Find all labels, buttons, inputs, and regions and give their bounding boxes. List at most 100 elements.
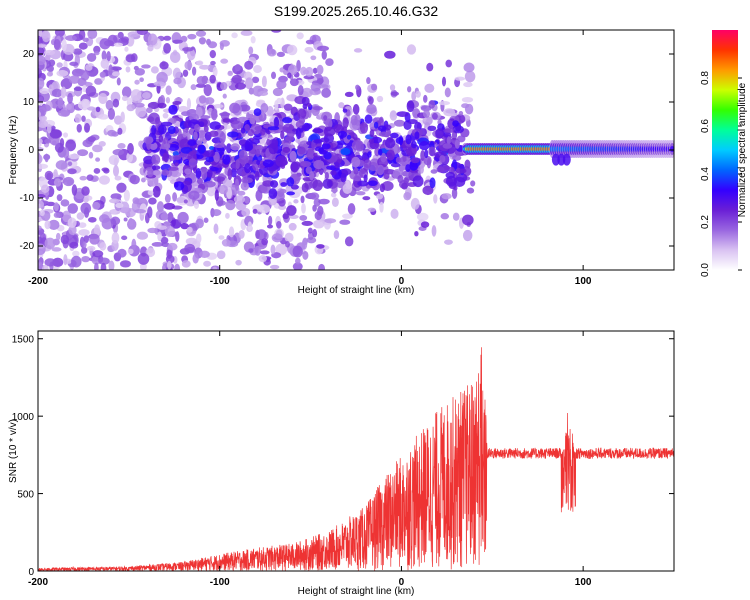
- spectrogram-cell: [342, 117, 349, 129]
- spectrogram-cell: [148, 197, 157, 205]
- spectrogram-cell: [350, 114, 358, 126]
- spectrogram-cell: [137, 252, 150, 265]
- spectrogram-cell: [292, 262, 303, 270]
- spectrogram-cell: [89, 233, 100, 245]
- spectrogram-cell: [174, 181, 185, 191]
- spectrogram-cell: [83, 197, 89, 203]
- spectrogram-cell: [131, 238, 137, 251]
- spectrogram-cell: [308, 192, 320, 200]
- spectrogram-cell: [54, 142, 64, 153]
- spectrogram-cell: [72, 48, 83, 55]
- spectrogram-cell: [76, 123, 82, 133]
- spectrogram-cell: [386, 149, 395, 161]
- spectrogram-cell: [428, 146, 436, 157]
- spectrogram-cell: [100, 262, 107, 270]
- spectrogram-cell: [38, 55, 46, 66]
- spectrogram-heatmap: [38, 30, 674, 270]
- spectrogram-cell: [309, 170, 315, 181]
- spectrogram-cell: [130, 89, 142, 101]
- spectrogram-cell: [38, 225, 42, 231]
- spectrogram-cell: [410, 140, 417, 149]
- spectrogram-cell: [384, 137, 396, 149]
- spectrogram-cell: [420, 105, 432, 112]
- spectrogram-cell: [219, 132, 226, 144]
- spectrogram-cell: [393, 119, 406, 127]
- spectrogram-cell: [108, 64, 113, 76]
- spectrogram-cell: [52, 257, 64, 268]
- spectrogram-cell: [125, 54, 136, 63]
- spectrogram-cell: [196, 177, 204, 185]
- snr-y-tick-label: 500: [17, 490, 34, 501]
- spectrogram-cell: [127, 248, 134, 255]
- spectrogram-cell: [305, 39, 315, 45]
- spectrogram-cell: [227, 131, 239, 138]
- spectrogram-cell: [81, 186, 90, 196]
- spectrogram-cell: [227, 168, 233, 180]
- spectrogram-cell: [81, 115, 86, 122]
- spectrogram-cell: [240, 177, 253, 184]
- spectrogram-cell: [181, 111, 191, 117]
- spectrogram-cell: [397, 175, 404, 184]
- spectrogram-cell: [268, 196, 278, 206]
- spectrogram-cell: [240, 127, 246, 134]
- spectrogram-cell: [57, 97, 64, 109]
- spectrogram-cell: [98, 175, 110, 185]
- spectrogram-cell: [319, 149, 328, 155]
- spectrogram-cell: [98, 93, 108, 105]
- spectrogram-cell: [188, 190, 200, 200]
- spectrogram-cell: [82, 37, 89, 42]
- spectrogram-cell: [344, 91, 354, 98]
- spectrogram-cell: [301, 87, 313, 98]
- spectrogram-cell: [276, 220, 282, 229]
- spectrogram-cell: [53, 169, 58, 178]
- spectrogram-cell: [222, 118, 231, 123]
- spectrogram-cell: [401, 170, 412, 177]
- spectrogram-cell: [67, 203, 79, 214]
- spectrogram-cell: [98, 113, 109, 120]
- spectrogram-cell: [110, 209, 118, 215]
- spectrogram-cell: [55, 160, 68, 170]
- spectrogram-cell: [669, 146, 674, 153]
- spectrogram-cell: [321, 143, 331, 150]
- spectrogram-cell: [269, 180, 279, 188]
- spectrogram-cell: [376, 164, 385, 176]
- spectrogram-cell: [362, 196, 371, 201]
- spectrogram-cell: [167, 125, 176, 135]
- spectrogram-cell: [38, 194, 46, 199]
- spectrogram-cell: [68, 75, 81, 84]
- spectrogram-cell: [286, 191, 296, 196]
- spectrogram-cell: [92, 144, 103, 153]
- spectrogram-cell: [116, 77, 121, 86]
- spectrogram-cell: [195, 83, 206, 88]
- spectrogram-cell: [267, 48, 277, 57]
- spectrogram-cell: [60, 234, 70, 245]
- spectrogram-cell: [436, 166, 445, 173]
- spectrogram-cell: [380, 144, 386, 149]
- spectrogram-cell: [351, 156, 361, 168]
- spectrogram-cell: [49, 129, 62, 139]
- spectrogram-cell: [180, 222, 189, 230]
- spectrogram-cell: [254, 144, 264, 151]
- spectrogram-y-ticks: 20 10 0 -10 -20: [20, 49, 674, 252]
- spectrogram-cell: [94, 78, 103, 85]
- spectrogram-cell: [151, 242, 164, 247]
- spectrogram-cell: [88, 216, 97, 223]
- spectrogram-cell: [153, 81, 166, 87]
- spectrogram-cell: [159, 61, 169, 70]
- spectrogram-cell: [107, 129, 117, 137]
- spectrogram-cell: [301, 124, 311, 131]
- spectrogram-cell: [464, 103, 474, 115]
- spectrogram-cell: [199, 250, 210, 258]
- spectrogram-cell: [138, 140, 144, 148]
- spectrogram-cell: [240, 30, 253, 36]
- spectrogram-cell: [184, 168, 192, 175]
- spectrogram-cell: [178, 105, 189, 113]
- spectrogram-cell: [225, 212, 230, 219]
- spectrogram-cell: [377, 125, 387, 132]
- spectrogram-cell: [305, 66, 314, 77]
- spectrogram-cell: [255, 148, 261, 157]
- spectrogram-cell: [157, 124, 167, 135]
- spectrogram-cell: [406, 100, 415, 113]
- spectrogram-cell: [312, 106, 323, 111]
- spectrogram-cell: [419, 165, 424, 174]
